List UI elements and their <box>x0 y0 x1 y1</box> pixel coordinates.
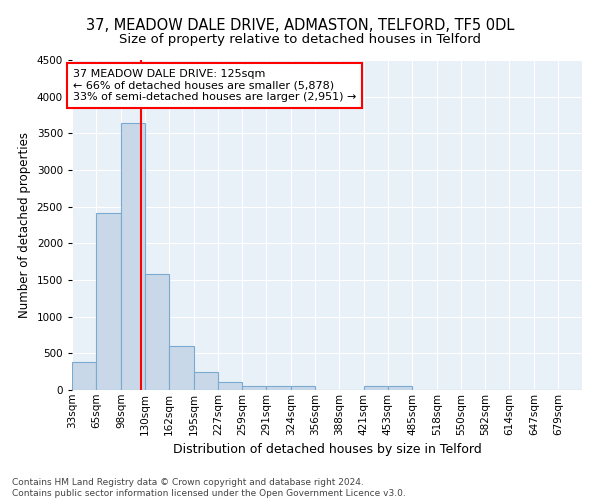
Bar <box>96 212 121 390</box>
Bar <box>218 382 242 390</box>
Y-axis label: Number of detached properties: Number of detached properties <box>18 132 31 318</box>
Bar <box>194 372 218 390</box>
Text: Size of property relative to detached houses in Telford: Size of property relative to detached ho… <box>119 32 481 46</box>
Bar <box>364 386 388 390</box>
Bar <box>388 386 412 390</box>
Text: 37 MEADOW DALE DRIVE: 125sqm
← 66% of detached houses are smaller (5,878)
33% of: 37 MEADOW DALE DRIVE: 125sqm ← 66% of de… <box>73 69 356 102</box>
Text: Contains HM Land Registry data © Crown copyright and database right 2024.
Contai: Contains HM Land Registry data © Crown c… <box>12 478 406 498</box>
Bar <box>121 123 145 390</box>
Bar <box>145 274 169 390</box>
Bar <box>169 346 194 390</box>
Bar <box>242 386 266 390</box>
Text: 37, MEADOW DALE DRIVE, ADMASTON, TELFORD, TF5 0DL: 37, MEADOW DALE DRIVE, ADMASTON, TELFORD… <box>86 18 514 32</box>
Bar <box>291 386 315 390</box>
Bar <box>72 362 96 390</box>
Bar <box>266 386 291 390</box>
X-axis label: Distribution of detached houses by size in Telford: Distribution of detached houses by size … <box>173 443 481 456</box>
